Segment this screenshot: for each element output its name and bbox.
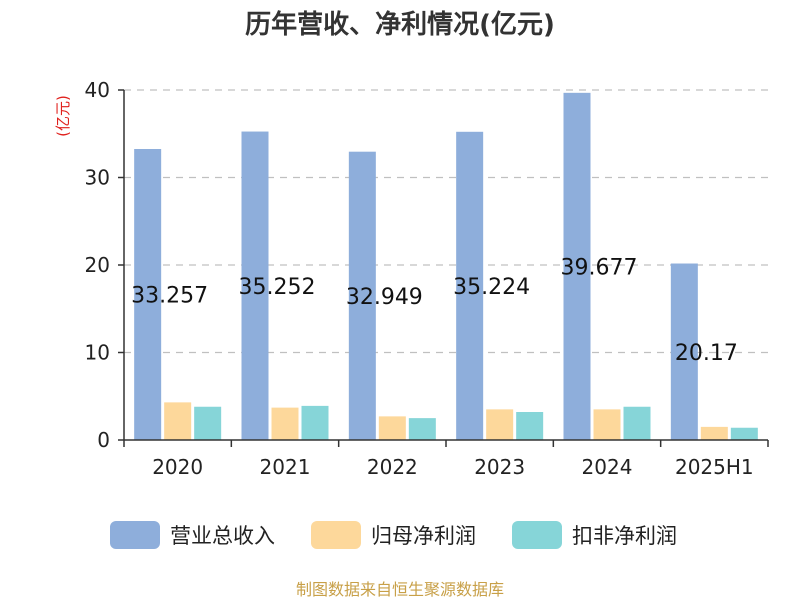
bar	[700, 426, 728, 440]
axes: 0 10 20 30 40 2020 2021 2022 2023 2024 2025H1	[85, 78, 769, 479]
data-label: 39.677	[561, 255, 638, 280]
grid-lines	[124, 89, 768, 354]
x-tick-label: 2022	[367, 455, 418, 479]
y-tick-label: 30	[85, 166, 110, 190]
legend-swatch	[512, 521, 562, 549]
bar	[563, 92, 591, 441]
x-tick-label: 2021	[260, 455, 311, 479]
chart-title: 历年营收、净利情况(亿元)	[245, 9, 555, 40]
data-label: 20.17	[675, 341, 738, 366]
data-label: 32.949	[346, 285, 423, 310]
data-labels: 33.257 35.252 32.949 35.224 39.677 20.17	[131, 255, 738, 365]
bar	[164, 402, 192, 440]
x-tick-label: 2020	[152, 455, 203, 479]
data-label: 35.224	[453, 275, 530, 300]
bar	[408, 418, 436, 440]
data-label: 33.257	[131, 284, 208, 309]
data-label: 35.252	[239, 275, 316, 300]
bar	[134, 149, 162, 440]
legend: 营业总收入 归母净利润 扣非净利润	[110, 521, 677, 549]
bar	[348, 151, 376, 441]
y-tick-label: 10	[85, 341, 110, 365]
bars	[134, 92, 758, 441]
bar	[730, 427, 758, 440]
y-tick-label: 20	[85, 253, 110, 277]
y-axis-unit-label: (亿元)	[54, 95, 72, 137]
bar	[378, 416, 406, 440]
bar	[456, 131, 484, 441]
legend-swatch	[311, 521, 361, 549]
legend-label: 扣非净利润	[572, 524, 677, 548]
legend-label: 归母净利润	[371, 524, 476, 548]
y-tick-label: 40	[85, 78, 110, 102]
source-note: 制图数据来自恒生聚源数据库	[296, 580, 504, 599]
bar	[486, 409, 514, 440]
bar	[670, 263, 698, 440]
bar	[623, 406, 651, 440]
y-tick-label: 0	[97, 428, 110, 452]
x-tick-label: 2024	[582, 455, 633, 479]
bar	[301, 405, 329, 440]
bar	[241, 131, 269, 441]
bar	[516, 412, 544, 440]
legend-label: 营业总收入	[170, 524, 275, 548]
x-tick-label: 2025H1	[675, 455, 754, 479]
bar	[271, 407, 299, 440]
bar	[194, 406, 222, 440]
x-tick-label: 2023	[474, 455, 525, 479]
legend-swatch	[110, 521, 160, 549]
bar	[593, 409, 621, 440]
